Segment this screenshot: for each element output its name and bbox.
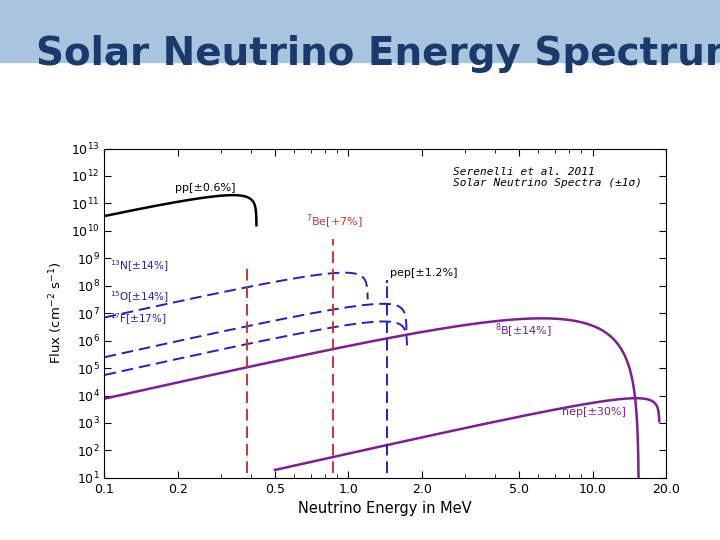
Text: $^8$B[±14%]: $^8$B[±14%] [495, 322, 552, 340]
Text: $^{13}$N[±14%]: $^{13}$N[±14%] [109, 258, 168, 274]
Text: pp[±0.6%]: pp[±0.6%] [175, 183, 235, 193]
Text: $^7$Be[+7%]: $^7$Be[+7%] [306, 213, 363, 231]
Text: pep[±1.2%]: pep[±1.2%] [390, 268, 457, 278]
Text: Solar Neutrino Energy Spectrum: Solar Neutrino Energy Spectrum [36, 35, 720, 73]
Text: hep[±30%]: hep[±30%] [562, 407, 626, 417]
Text: $^{17}$F[±17%]: $^{17}$F[±17%] [109, 312, 166, 327]
Text: Serenelli et al. 2011
Solar Neutrino Spectra (±1σ): Serenelli et al. 2011 Solar Neutrino Spe… [453, 167, 642, 188]
Text: $^{15}$O[±14%]: $^{15}$O[±14%] [109, 289, 168, 305]
Y-axis label: Flux (cm$^{-2}$ s$^{-1}$): Flux (cm$^{-2}$ s$^{-1}$) [48, 262, 66, 364]
X-axis label: Neutrino Energy in MeV: Neutrino Energy in MeV [298, 501, 472, 516]
Bar [0, 0, 720, 62]
